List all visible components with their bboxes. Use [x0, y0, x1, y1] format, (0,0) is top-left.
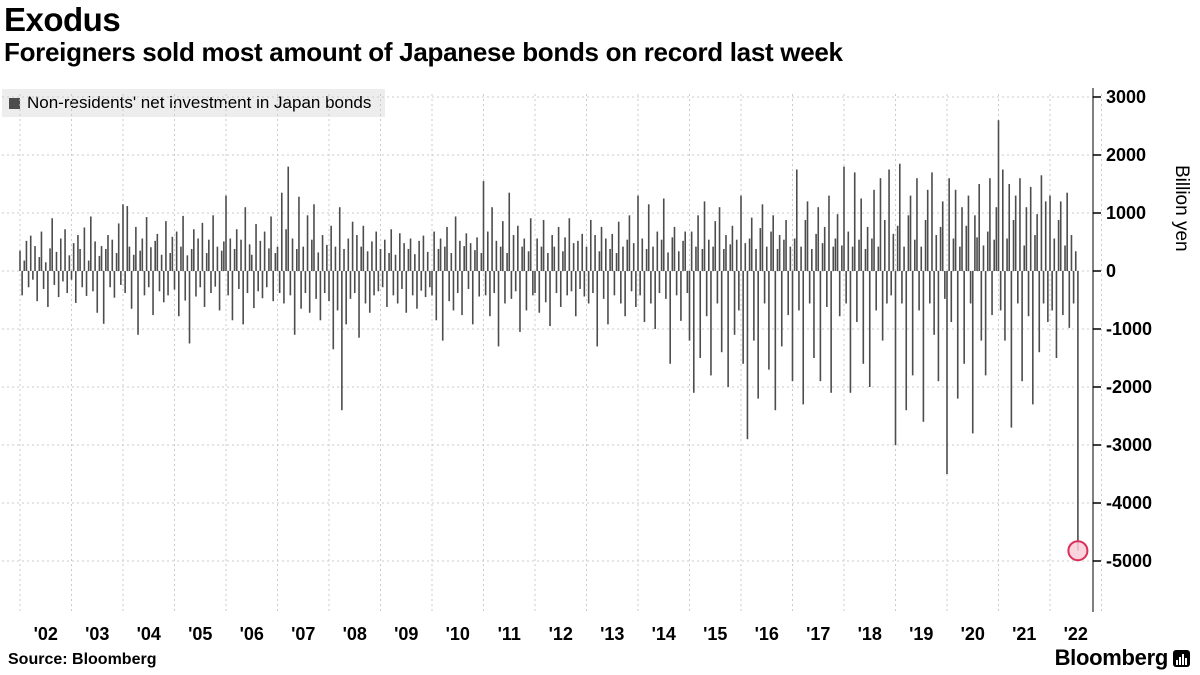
svg-text:'02: '02	[34, 624, 58, 644]
svg-text:'04: '04	[137, 624, 161, 644]
svg-text:-4000: -4000	[1106, 493, 1152, 513]
chart-svg: 3000 2000 1000 0 -1000 -2000 -3000 -4000 -5000 '0…	[2, 87, 1152, 644]
svg-text:'03: '03	[85, 624, 109, 644]
svg-text:'05: '05	[188, 624, 212, 644]
bar-series	[19, 120, 1079, 551]
source-label: Source: Bloomberg	[8, 651, 157, 668]
chart-subtitle: Foreigners sold most amount of Japanese …	[4, 37, 843, 68]
svg-text:-1000: -1000	[1106, 319, 1152, 339]
svg-text:'14: '14	[652, 624, 676, 644]
svg-text:'12: '12	[549, 624, 573, 644]
svg-text:'19: '19	[909, 624, 933, 644]
svg-text:0: 0	[1106, 261, 1116, 281]
svg-text:'09: '09	[394, 624, 418, 644]
bloomberg-wordmark: Bloomberg	[1054, 645, 1169, 670]
svg-text:1000: 1000	[1106, 203, 1146, 223]
gridlines	[2, 94, 1102, 612]
chart-header: Exodus Foreigners sold most amount of Ja…	[4, 1, 843, 68]
svg-text:'13: '13	[600, 624, 624, 644]
svg-text:-3000: -3000	[1106, 435, 1152, 455]
y-axis: 3000 2000 1000 0 -1000 -2000 -3000 -4000 -5000	[1092, 87, 1152, 612]
svg-text:'07: '07	[291, 624, 315, 644]
svg-text:'17: '17	[806, 624, 830, 644]
svg-text:'18: '18	[858, 624, 882, 644]
bond-investment-chart: 3000 2000 1000 0 -1000 -2000 -3000 -4000 -5000 '0…	[0, 80, 1200, 650]
svg-text:'16: '16	[755, 624, 779, 644]
svg-text:'20: '20	[961, 624, 985, 644]
svg-text:-5000: -5000	[1106, 551, 1152, 571]
svg-text:'11: '11	[498, 624, 521, 644]
svg-text:3000: 3000	[1106, 87, 1146, 107]
legend-swatch-icon	[9, 97, 20, 109]
svg-text:'22: '22	[1064, 624, 1088, 644]
svg-text:2000: 2000	[1106, 145, 1146, 165]
legend: Non-residents' net investment in Japan b…	[2, 89, 386, 117]
svg-text:'08: '08	[343, 624, 367, 644]
svg-text:-2000: -2000	[1106, 377, 1152, 397]
bloomberg-logo: Bloomberg	[1055, 645, 1190, 671]
svg-text:'10: '10	[446, 624, 470, 644]
chart-title: Exodus	[4, 1, 121, 38]
x-axis: '02 '03 '04 '05 '06 '07 '08 '09 '10 '11 '12 '13 '14 '…	[34, 624, 1088, 644]
svg-text:'15: '15	[703, 624, 727, 644]
y-axis-title: Billion yen	[1171, 165, 1192, 252]
bloomberg-bars-icon	[1173, 649, 1190, 667]
record-low-marker	[1067, 540, 1089, 562]
svg-text:'06: '06	[240, 624, 264, 644]
legend-label: Non-residents' net investment in Japan b…	[27, 93, 372, 112]
svg-text:'21: '21	[1012, 624, 1036, 644]
